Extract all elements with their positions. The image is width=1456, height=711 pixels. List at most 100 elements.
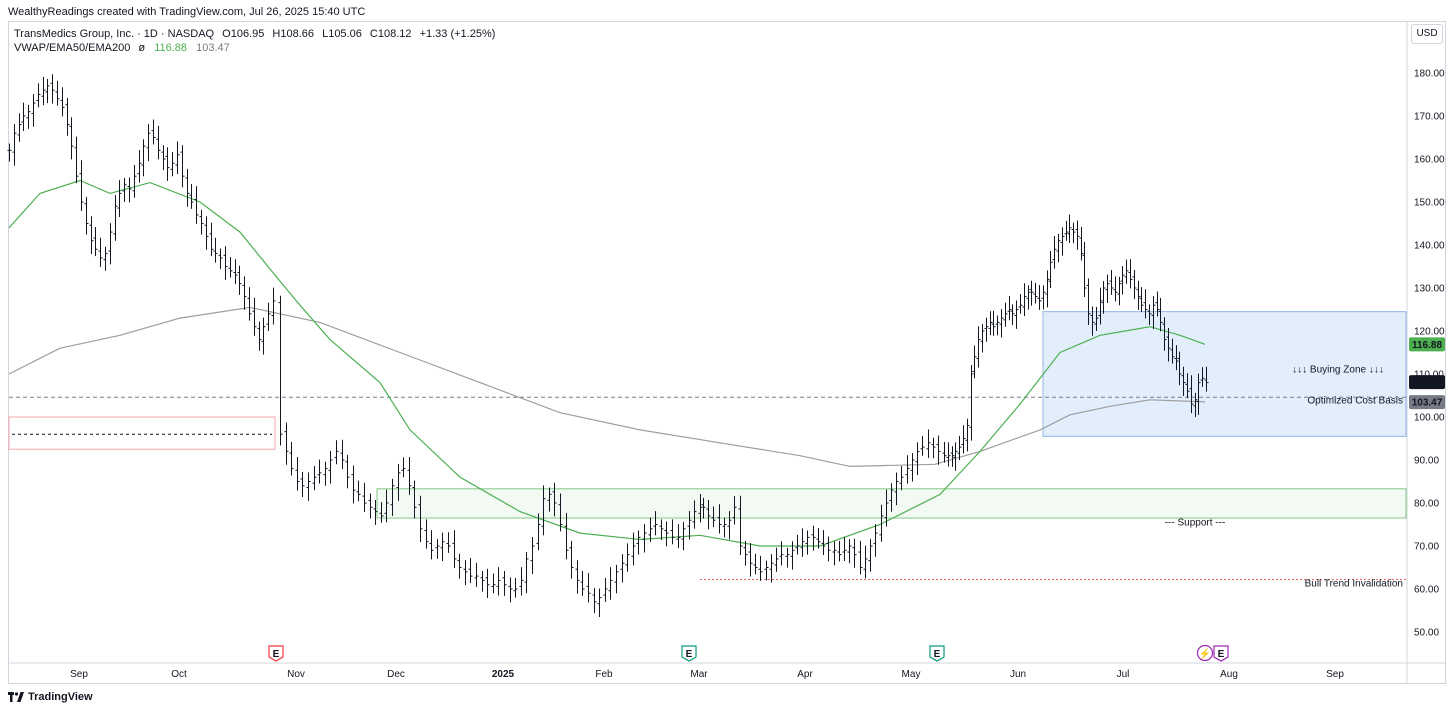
- ohlc-bar: [664, 521, 669, 547]
- ohlc-bar: [642, 524, 647, 553]
- ohlc-bar: [894, 472, 899, 506]
- y-tick-label: 150.00: [1414, 198, 1445, 209]
- ohlc-high: H108.66: [272, 28, 315, 40]
- marker-label: ⚡: [1199, 647, 1211, 660]
- ohlc-bar: [1124, 259, 1129, 284]
- ohlc-bar: [218, 248, 223, 270]
- ema200-value: 103.47: [196, 42, 230, 54]
- indicator-row: VWAP/EMA50/EMA200 ø 116.88 103.47: [14, 41, 495, 55]
- ohlc-bar: [424, 519, 429, 549]
- y-tick-label: 60.00: [1414, 585, 1439, 596]
- ohlc-bar: [418, 495, 423, 543]
- ohlc-bar: [266, 302, 271, 331]
- ohlc-bar: [1113, 276, 1118, 302]
- ohlc-bar: [920, 435, 925, 456]
- ohlc-bar: [580, 570, 585, 596]
- ohlc-bar: [753, 553, 758, 575]
- ohlc-bar: [785, 547, 790, 568]
- ohlc-bar: [156, 125, 161, 160]
- ohlc-bar: [1045, 270, 1050, 308]
- marker-label: E: [686, 649, 693, 660]
- y-tick-label: 140.00: [1414, 241, 1445, 252]
- ohlc-bar: [847, 539, 852, 564]
- ohlc-bar: [1082, 241, 1087, 298]
- y-tick-label: 180.00: [1414, 69, 1445, 80]
- y-tick-label: 160.00: [1414, 155, 1445, 166]
- price-label-ema200: 103.47: [1409, 395, 1445, 410]
- dividend-marker: ⚡: [1196, 644, 1214, 662]
- ohlc-bar: [764, 560, 769, 581]
- indicator-name[interactable]: VWAP/EMA50/EMA200: [14, 42, 131, 54]
- ohlc-bar: [252, 297, 257, 336]
- ohlc-bar: [1132, 269, 1137, 300]
- x-tick-label: Sep: [70, 669, 88, 680]
- ohlc-bar: [247, 287, 252, 321]
- ohlc-bar: [468, 558, 473, 583]
- ohlc-bar: [1037, 284, 1042, 310]
- ohlc-bar: [950, 446, 955, 467]
- ohlc-bar: [401, 457, 406, 478]
- earnings-marker: E: [268, 645, 284, 662]
- ohlc-bar: [1174, 345, 1179, 371]
- ohlc-bar: [151, 119, 156, 145]
- ohlc-bar: [748, 542, 753, 577]
- ohlc-bar: [117, 180, 122, 218]
- ohlc-bar: [127, 177, 132, 203]
- ohlc-bar: [1098, 287, 1103, 325]
- ohlc-bar: [228, 257, 233, 278]
- chart-legend: TransMedics Group, Inc. · 1D · NASDAQ O1…: [14, 27, 495, 55]
- ohlc-bar: [257, 321, 262, 351]
- x-tick-label: Jul: [1117, 669, 1130, 680]
- ohlc-bar: [586, 573, 591, 603]
- ohlc-bar: [278, 295, 283, 446]
- symbol-title[interactable]: TransMedics Group, Inc. · 1D · NASDAQ: [14, 28, 215, 40]
- ohlc-bar: [1022, 283, 1027, 316]
- ohlc-bar: [826, 536, 831, 562]
- ohlc-bar: [1162, 317, 1167, 351]
- ohlc-bar: [175, 141, 180, 175]
- x-tick-label: Dec: [387, 669, 405, 680]
- ohlc-bar: [1170, 338, 1175, 364]
- ohlc-bar: [1079, 226, 1084, 261]
- ohlc-bar: [271, 287, 276, 325]
- ohlc-bar: [552, 482, 557, 517]
- ohlc-bar: [879, 504, 884, 542]
- ohlc-bar: [980, 324, 985, 353]
- ohlc-bar: [1196, 373, 1201, 415]
- x-tick-label: Nov: [287, 669, 305, 680]
- ohlc-bar: [530, 536, 535, 574]
- ema200-line: [8, 306, 1206, 468]
- ohlc-bar: [165, 147, 170, 181]
- ohlc-bar: [1185, 373, 1190, 399]
- ema50-value: 116.88: [154, 42, 188, 54]
- ohlc-bar: [1064, 220, 1069, 241]
- ohlc-bar: [1048, 251, 1053, 288]
- indicator-symbol: ø: [138, 42, 146, 54]
- ohlc-bar: [1067, 214, 1072, 243]
- ohlc-bar: [1086, 278, 1091, 325]
- ema50-line: [8, 179, 1206, 547]
- ohlc-bar: [711, 506, 716, 528]
- ohlc-bar: [795, 534, 800, 555]
- ohlc-bar: [1143, 289, 1148, 319]
- ohlc-bar: [463, 560, 468, 586]
- ohlc-bar: [1007, 296, 1012, 321]
- attribution-text: WealthyReadings created with TradingView…: [8, 6, 366, 18]
- ohlc-bar: [390, 478, 395, 516]
- ohlc-bar: [1014, 300, 1019, 329]
- y-tick-label: 90.00: [1414, 456, 1439, 467]
- ohlc-bar: [407, 456, 412, 495]
- ohlc-bar: [575, 560, 580, 594]
- currency-button[interactable]: USD: [1411, 24, 1443, 44]
- ohlc-bar: [237, 265, 242, 295]
- ohlc-bar: [1151, 296, 1156, 329]
- ohlc-bar: [351, 465, 356, 504]
- ohlc-bar: [480, 570, 485, 592]
- marker-label: E: [273, 649, 280, 660]
- x-tick-label: Aug: [1220, 669, 1238, 680]
- ohlc-bar: [457, 553, 462, 579]
- ohlc-bar: [41, 76, 46, 106]
- ohlc-bar: [984, 317, 989, 342]
- ohlc-bar: [676, 524, 681, 549]
